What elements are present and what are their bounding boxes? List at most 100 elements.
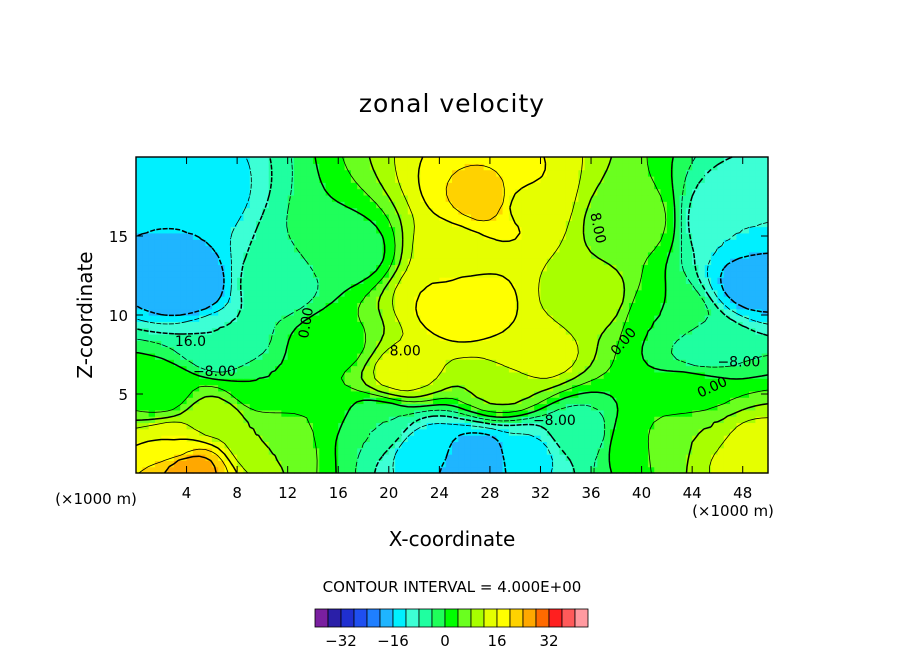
field-cell [666,220,674,228]
field-cell [508,296,516,303]
field-cell [426,346,434,354]
field-cell [553,378,561,386]
field-cell [685,251,693,259]
field-cell [723,441,731,449]
field-cell [199,447,207,455]
field-cell [414,321,421,329]
field-cell [350,302,358,310]
field-cell [414,340,421,348]
field-cell [186,201,194,209]
field-cell [628,333,636,341]
field-cell [439,201,447,209]
field-cell [388,245,396,253]
field-cell [338,277,346,284]
field-cell [154,201,162,209]
field-cell [243,422,251,430]
field-cell [426,384,434,392]
field-cell [654,289,662,297]
field-cell [186,321,194,329]
field-cell [597,346,605,354]
field-cell [591,264,598,272]
field-cell [268,321,276,329]
field-cell [294,365,301,373]
field-cell [616,416,624,424]
field-cell [395,289,403,297]
field-cell [312,397,320,405]
field-cell [173,384,181,392]
field-cell [420,163,428,171]
field-cell [243,296,251,303]
field-cell [445,454,453,461]
field-cell [534,245,542,253]
field-cell [369,188,377,196]
field-cell [515,175,523,183]
field-cell [414,441,421,449]
field-cell [154,277,162,284]
field-cell [325,296,333,303]
field-cell [515,220,523,228]
field-cell [325,460,333,468]
field-cell [344,371,352,379]
field-cell [369,251,377,259]
field-cell [660,321,668,329]
field-cell [395,251,403,259]
field-cell [306,232,314,240]
field-cell [704,327,712,335]
field-cell [148,251,156,259]
field-cell [281,251,289,259]
field-cell [395,239,403,247]
field-cell [559,207,567,215]
field-cell [382,409,390,417]
field-cell [711,466,719,474]
field-cell [742,169,750,177]
field-cell [344,327,352,335]
field-cell [470,327,478,335]
field-cell [224,315,232,322]
field-cell [711,188,719,196]
field-cell [262,435,270,442]
field-cell [666,201,674,209]
field-cell [338,435,346,442]
field-cell [654,194,662,202]
field-cell [281,182,289,190]
field-cell [294,352,301,360]
field-cell [736,232,744,240]
field-cell [211,378,219,386]
field-cell [325,435,333,442]
field-cell [736,226,744,234]
field-cell [470,264,478,272]
field-cell [180,378,188,386]
field-cell [572,157,579,164]
field-cell [559,315,567,322]
field-cell [275,302,282,310]
field-cell [312,403,320,411]
field-cell [420,175,428,183]
field-cell [325,194,333,202]
field-cell [407,201,415,209]
field-cell [749,409,756,417]
field-cell [325,226,333,234]
field-cell [489,194,497,202]
field-cell [717,163,725,171]
field-cell [306,258,314,266]
field-cell [641,251,649,259]
field-cell [736,251,744,259]
field-cell [268,308,276,316]
field-cell [376,447,384,455]
field-cell [673,422,681,430]
field-cell [647,232,655,240]
field-cell [319,175,327,183]
field-cell [553,194,561,202]
field-cell [382,333,390,341]
field-cell [173,289,181,297]
field-cell [331,333,339,341]
field-cell [489,428,497,436]
field-cell [173,315,181,322]
field-cell [704,447,712,455]
field-cell [294,441,301,449]
field-cell [698,264,706,272]
field-cell [610,422,617,430]
field-cell [275,188,282,196]
field-cell [287,163,295,171]
field-cell [711,327,719,335]
